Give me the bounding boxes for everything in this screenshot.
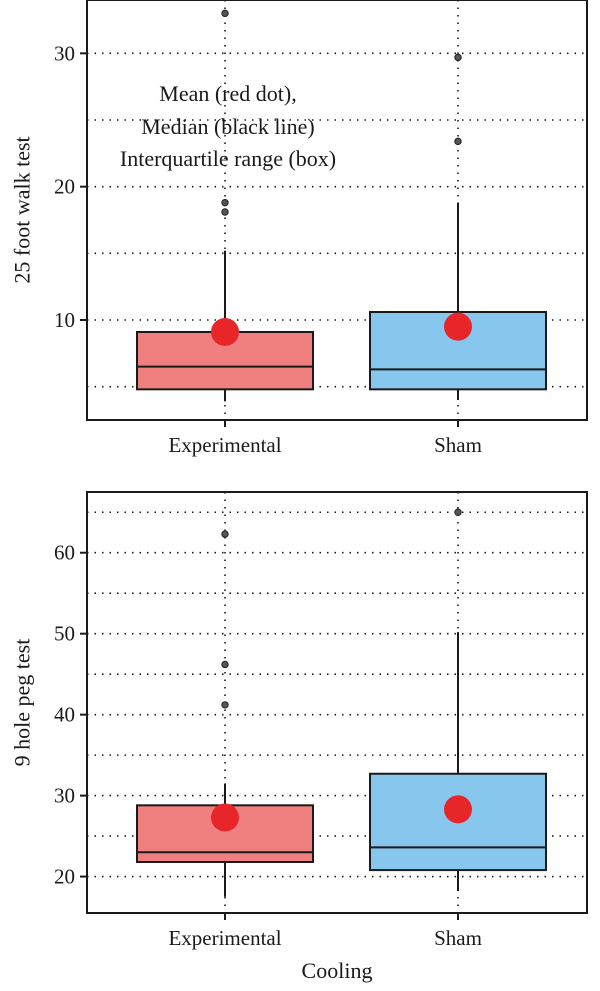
- outlier-point: [221, 660, 229, 669]
- mean-dot: [444, 795, 472, 824]
- y-tick-label: 10: [54, 308, 75, 332]
- x-tick-label: Experimental: [168, 433, 281, 457]
- y-tick-label: 20: [54, 175, 75, 199]
- x-axis-label: Cooling: [302, 958, 373, 983]
- mean-dot: [444, 312, 472, 341]
- x-tick-label: Sham: [434, 926, 482, 950]
- y-axis-label: 9 hole peg test: [10, 639, 35, 767]
- chart-panel-2: 20 30 40 50 60 Experimental Sham 9 hole peg tes…: [10, 491, 588, 983]
- outlier-point: [454, 137, 462, 146]
- mean-dot: [211, 803, 239, 832]
- chart-panel-1: Mean (red dot), Median (black line) Interq…: [10, 0, 588, 457]
- y-tick-label: 30: [54, 784, 75, 808]
- outlier-point: [221, 208, 229, 216]
- y-tick-label: 60: [54, 541, 75, 565]
- y-tick-label: 30: [54, 41, 75, 65]
- y-axis-label: 25 foot walk test: [10, 136, 35, 283]
- outlier-point: [221, 198, 229, 207]
- outlier-point: [221, 9, 229, 18]
- annotation-line: Median (black line): [141, 114, 315, 139]
- outlier-point: [221, 530, 229, 538]
- plot-frame: [86, 0, 588, 421]
- plot-frame: [86, 491, 588, 914]
- mean-dot: [211, 318, 239, 346]
- box-experimental: [136, 530, 314, 897]
- box-sham: [369, 508, 547, 892]
- y-tick-label: 40: [54, 703, 75, 727]
- y-tick-label: 50: [54, 622, 75, 646]
- outlier-point: [454, 508, 462, 516]
- x-tick-label: Experimental: [168, 926, 281, 950]
- x-tick-label: Sham: [434, 433, 482, 457]
- annotation-line: Interquartile range (box): [120, 146, 336, 171]
- annotation-line: Mean (red dot),: [159, 81, 296, 106]
- box-experimental: [136, 9, 314, 402]
- outlier-point: [221, 701, 229, 709]
- y-tick-label: 20: [54, 865, 75, 889]
- box-sham: [369, 53, 547, 400]
- outlier-point: [454, 53, 462, 62]
